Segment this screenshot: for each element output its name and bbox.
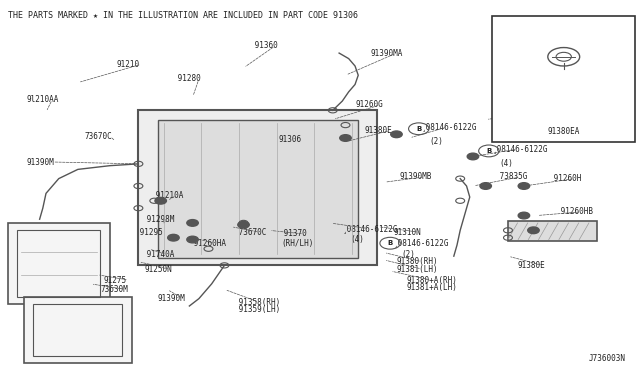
Text: 91260H: 91260H	[549, 174, 582, 183]
Text: 73835G: 73835G	[495, 172, 527, 181]
Bar	[33, 304, 122, 356]
Text: 91380E: 91380E	[365, 126, 392, 135]
Bar	[17, 230, 100, 297]
Circle shape	[480, 183, 492, 189]
Circle shape	[187, 236, 198, 243]
Text: 73630M: 73630M	[100, 285, 128, 294]
Bar	[508, 221, 597, 241]
Text: (4): (4)	[351, 235, 364, 244]
Text: (2): (2)	[401, 250, 415, 259]
Bar	[157, 119, 358, 258]
Circle shape	[168, 234, 179, 241]
Text: 91390M: 91390M	[157, 294, 185, 303]
Text: 91250N: 91250N	[145, 264, 173, 273]
Text: (2): (2)	[429, 137, 444, 146]
Text: 91380+A(RH): 91380+A(RH)	[406, 276, 457, 285]
Text: 91318NA: 91318NA	[518, 108, 550, 117]
Text: 91381+A(LH): 91381+A(LH)	[406, 283, 457, 292]
Circle shape	[340, 135, 351, 141]
Text: 91390MB: 91390MB	[399, 172, 432, 181]
Text: B: B	[486, 148, 492, 154]
Text: 91380(RH): 91380(RH)	[396, 257, 438, 266]
Text: 91310N: 91310N	[394, 228, 421, 237]
Circle shape	[528, 227, 540, 234]
Text: THE PARTS MARKED ★ IN THE ILLUSTRATION ARE INCLUDED IN PART CODE 91306: THE PARTS MARKED ★ IN THE ILLUSTRATION A…	[8, 11, 358, 20]
Text: ¸08146-6122G: ¸08146-6122G	[492, 145, 548, 154]
Text: 91275: 91275	[103, 276, 127, 285]
Text: 91359(LH): 91359(LH)	[234, 305, 280, 314]
Text: (RH/LH): (RH/LH)	[282, 239, 314, 248]
Circle shape	[155, 198, 166, 204]
Text: ¸08146-6122G: ¸08146-6122G	[342, 224, 398, 233]
Circle shape	[391, 131, 402, 138]
Text: 91260HB: 91260HB	[556, 207, 593, 217]
Bar	[138, 110, 378, 265]
Text: 91380E: 91380E	[518, 261, 545, 270]
Text: B: B	[416, 126, 421, 132]
Text: 91360: 91360	[250, 41, 278, 50]
Bar	[24, 297, 132, 363]
Text: 91210A: 91210A	[151, 191, 184, 200]
Text: 91380EA: 91380EA	[548, 127, 580, 136]
Bar	[492, 16, 636, 142]
Text: 91280: 91280	[173, 74, 201, 83]
Text: 91298M: 91298M	[141, 215, 174, 224]
Text: 91306: 91306	[278, 135, 301, 144]
Text: 91740A: 91740A	[141, 250, 174, 259]
Text: B: B	[387, 240, 393, 246]
Text: 91210: 91210	[116, 60, 140, 69]
Text: 91390M: 91390M	[27, 157, 54, 167]
Text: 91260G: 91260G	[355, 100, 383, 109]
Text: 91381(LH): 91381(LH)	[396, 264, 438, 273]
Text: 91295: 91295	[135, 228, 163, 237]
Text: 73670C: 73670C	[234, 228, 266, 237]
Text: 91390MA: 91390MA	[371, 49, 403, 58]
Text: 9l210AA: 9l210AA	[27, 95, 60, 104]
Circle shape	[187, 219, 198, 226]
Text: ¸08146-6122G: ¸08146-6122G	[422, 122, 477, 131]
Bar	[8, 223, 109, 304]
Circle shape	[238, 221, 249, 228]
Circle shape	[467, 153, 479, 160]
Text: (4): (4)	[500, 159, 513, 169]
Text: ¸08146-6122G: ¸08146-6122G	[394, 239, 449, 248]
Text: 73670C: 73670C	[84, 132, 112, 141]
Text: 91358(RH): 91358(RH)	[234, 298, 280, 307]
Text: J736003N: J736003N	[589, 354, 626, 363]
Circle shape	[518, 183, 530, 189]
Circle shape	[518, 212, 530, 219]
Text: 91370: 91370	[278, 230, 307, 238]
Text: 91260HA: 91260HA	[189, 239, 227, 248]
